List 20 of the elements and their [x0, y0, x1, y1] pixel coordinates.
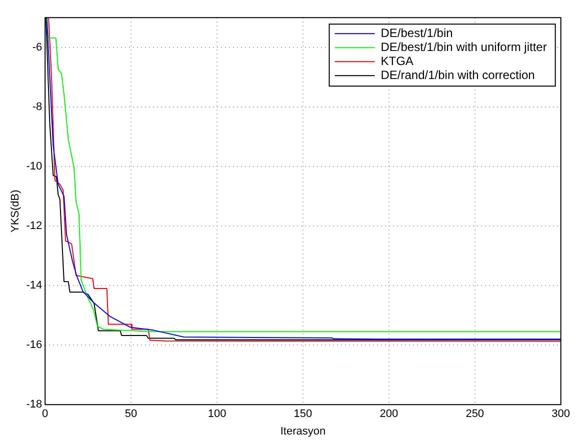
- x-tick-label: 200: [380, 408, 398, 420]
- y-tick-label: -6: [32, 41, 42, 54]
- x-tick-label: 300: [552, 408, 570, 420]
- y-tick-label: -18: [26, 398, 42, 411]
- x-tick-label: 250: [466, 408, 484, 420]
- legend-label: DE/best/1/bin: [380, 26, 453, 40]
- legend-label: DE/best/1/bin with uniform jitter: [380, 40, 547, 54]
- y-axis-title: YKS(dB): [10, 190, 22, 232]
- y-tick-label: -8: [32, 100, 42, 113]
- legend-label: KTGA: [380, 54, 414, 68]
- x-axis-title: Iterasyon: [280, 425, 326, 438]
- x-tick-label: 50: [124, 408, 138, 420]
- x-tick-label: 0: [42, 408, 48, 420]
- y-tick-label: -16: [26, 339, 42, 352]
- x-tick-label: 150: [294, 408, 312, 420]
- y-tick-label: -10: [26, 160, 42, 172]
- x-tick-label: 100: [208, 408, 226, 420]
- y-tick-label: -12: [26, 220, 42, 232]
- legend-label: DE/rand/1/bin with correction: [380, 68, 535, 82]
- y-tick-label: -14: [26, 280, 42, 292]
